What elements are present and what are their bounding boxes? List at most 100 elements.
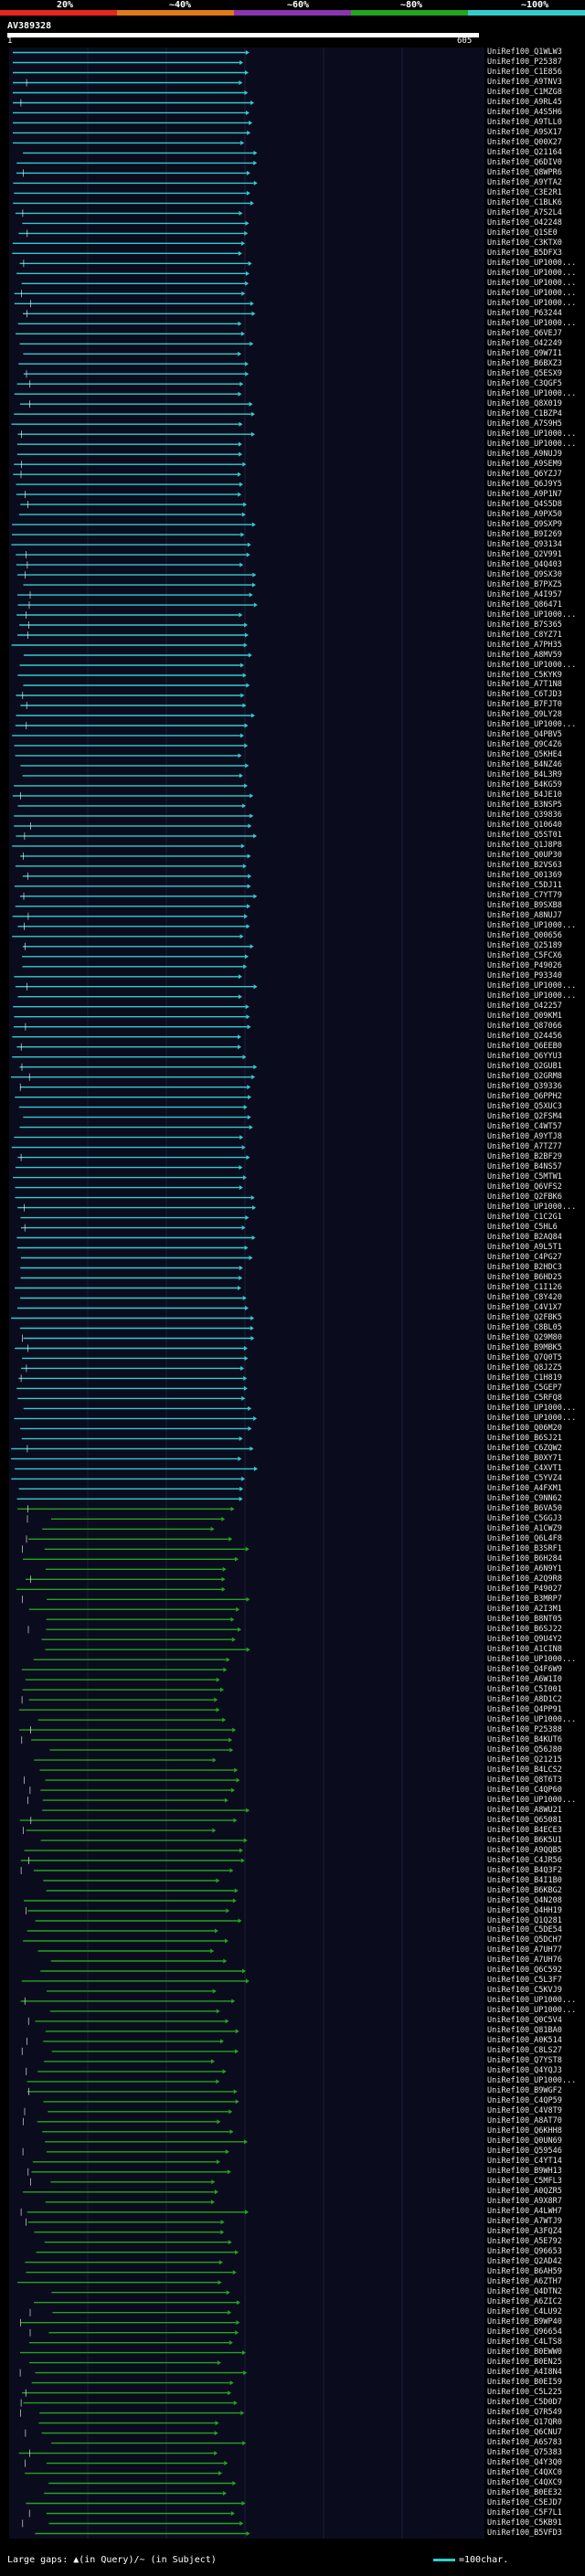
hit-label[interactable]: UniRef100_C5DE54 — [487, 1925, 562, 1935]
hit-label[interactable]: UniRef100_Q65081 — [487, 1815, 562, 1825]
hit-label[interactable]: UniRef100_Q6VEJ7 — [487, 328, 562, 338]
hit-label[interactable]: UniRef100_UP1000... — [487, 610, 577, 620]
hit-label[interactable]: UniRef100_B9WGF2 — [487, 2086, 562, 2096]
hit-label[interactable]: UniRef100_Q25189 — [487, 941, 562, 951]
hit-label[interactable]: UniRef100_Q7Q0T5 — [487, 1352, 562, 1362]
hit-label[interactable]: UniRef100_B7S365 — [487, 620, 562, 630]
hit-label[interactable]: UniRef100_B9I269 — [487, 529, 562, 539]
hit-label[interactable]: UniRef100_B2BF29 — [487, 1152, 562, 1162]
hit-label[interactable]: UniRef100_B4KUT6 — [487, 1734, 562, 1744]
hit-label[interactable]: UniRef100_B4KG59 — [487, 780, 562, 790]
hit-label[interactable]: UniRef100_Q6KHH8 — [487, 2126, 562, 2136]
hit-label[interactable]: UniRef100_O42248 — [487, 217, 562, 228]
hit-label[interactable]: UniRef100_A9X8R7 — [487, 2197, 562, 2207]
hit-label[interactable]: UniRef100_C3QGF5 — [487, 378, 562, 388]
hit-label[interactable]: UniRef100_A7PH35 — [487, 640, 562, 650]
hit-label[interactable]: UniRef100_UP1000... — [487, 2076, 577, 2086]
hit-label[interactable]: UniRef100_A6ZTH7 — [487, 2277, 562, 2287]
hit-label[interactable]: UniRef100_Q6J9Y5 — [487, 479, 562, 489]
hit-label[interactable]: UniRef100_Q0UN69 — [487, 2136, 562, 2147]
hit-label[interactable]: UniRef100_Q6DIV0 — [487, 157, 562, 167]
hit-label[interactable]: UniRef100_Q9LY28 — [487, 710, 562, 720]
hit-label[interactable]: UniRef100_Q6YZJ7 — [487, 469, 562, 479]
hit-label[interactable]: UniRef100_B9WH13 — [487, 2167, 562, 2177]
hit-label[interactable]: UniRef100_C4XVT1 — [487, 1463, 562, 1473]
hit-label[interactable]: UniRef100_UP1000... — [487, 1654, 577, 1664]
hit-label[interactable]: UniRef100_A4I957 — [487, 589, 562, 599]
hit-label[interactable]: UniRef100_C6ZQW2 — [487, 1443, 562, 1453]
hit-label[interactable]: UniRef100_C7YT79 — [487, 891, 562, 901]
hit-label[interactable]: UniRef100_A9RL45 — [487, 97, 562, 107]
hit-label[interactable]: UniRef100_UP1000... — [487, 288, 577, 298]
hit-label[interactable]: UniRef100_Q17QR0 — [487, 2418, 562, 2428]
hit-label[interactable]: UniRef100_Q75383 — [487, 2448, 562, 2458]
hit-label[interactable]: UniRef100_A2Q9R8 — [487, 1574, 562, 1584]
hit-label[interactable]: UniRef100_A7WTJ9 — [487, 2217, 562, 2227]
hit-label[interactable]: UniRef100_A9L5T1 — [487, 1243, 562, 1253]
hit-label[interactable]: UniRef100_C1MZG8 — [487, 87, 562, 97]
hit-label[interactable]: UniRef100_C5GGJ3 — [487, 1513, 562, 1523]
hit-label[interactable]: UniRef100_UP1000... — [487, 278, 577, 288]
hit-label[interactable]: UniRef100_A4I8N4 — [487, 2368, 562, 2378]
hit-label[interactable]: UniRef100_UP1000... — [487, 429, 577, 439]
hit-label[interactable]: UniRef100_A8AT70 — [487, 2116, 562, 2126]
hit-label[interactable]: UniRef100_UP1000... — [487, 388, 577, 398]
hit-label[interactable]: UniRef100_C4PG27 — [487, 1253, 562, 1263]
hit-label[interactable]: UniRef100_C5KVJ9 — [487, 1986, 562, 1996]
hit-label[interactable]: UniRef100_P25387 — [487, 57, 562, 67]
hit-label[interactable]: UniRef100_Q5KHE4 — [487, 750, 562, 760]
hit-label[interactable]: UniRef100_B2AQ84 — [487, 1233, 562, 1243]
hit-label[interactable]: UniRef100_C5YVZ4 — [487, 1473, 562, 1483]
hit-label[interactable]: UniRef100_Q4F6W9 — [487, 1664, 562, 1674]
hit-label[interactable]: UniRef100_UP1000... — [487, 1996, 577, 2006]
hit-label[interactable]: UniRef100_Q4Q403 — [487, 559, 562, 569]
hit-label[interactable]: UniRef100_B0EE32 — [487, 2488, 562, 2498]
hit-label[interactable]: UniRef100_Q5ST01 — [487, 831, 562, 841]
hit-label[interactable]: UniRef100_B0EI59 — [487, 2378, 562, 2388]
hit-label[interactable]: UniRef100_C4YT14 — [487, 2157, 562, 2167]
hit-label[interactable]: UniRef100_C5D0D7 — [487, 2398, 562, 2408]
hit-label[interactable]: UniRef100_C4WT57 — [487, 1122, 562, 1132]
hit-label[interactable]: UniRef100_B6SJ22 — [487, 1624, 562, 1634]
hit-label[interactable]: UniRef100_C5KYK9 — [487, 670, 562, 680]
hit-label[interactable]: UniRef100_C5L225 — [487, 2388, 562, 2398]
hit-label[interactable]: UniRef100_A4FXM1 — [487, 1483, 562, 1493]
hit-label[interactable]: UniRef100_A6ZIC2 — [487, 2297, 562, 2307]
hit-label[interactable]: UniRef100_Q39336 — [487, 1082, 562, 1092]
hit-label[interactable]: UniRef100_B6HD25 — [487, 1273, 562, 1283]
hit-label[interactable]: UniRef100_Q7R549 — [487, 2408, 562, 2418]
hit-label[interactable]: UniRef100_C1I126 — [487, 1283, 562, 1292]
hit-label[interactable]: UniRef100_Q96653 — [487, 2247, 562, 2257]
hit-label[interactable]: UniRef100_P93340 — [487, 971, 562, 981]
hit-label[interactable]: UniRef100_A4S5H6 — [487, 107, 562, 117]
hit-label[interactable]: UniRef100_B5DFX3 — [487, 248, 562, 258]
hit-label[interactable]: UniRef100_Q39836 — [487, 811, 562, 821]
hit-label[interactable]: UniRef100_C4JR56 — [487, 1855, 562, 1865]
hit-label[interactable]: UniRef100_B5VFD3 — [487, 2528, 562, 2538]
hit-label[interactable]: UniRef100_Q9SXP9 — [487, 519, 562, 529]
hit-label[interactable]: UniRef100_Q6PPH2 — [487, 1092, 562, 1102]
hit-label[interactable]: UniRef100_Q1WLW3 — [487, 48, 562, 57]
hit-label[interactable]: UniRef100_C1H819 — [487, 1373, 562, 1383]
hit-label[interactable]: UniRef100_B7PXZ5 — [487, 579, 562, 589]
hit-label[interactable]: UniRef100_Q4YQJ3 — [487, 2066, 562, 2076]
hit-label[interactable]: UniRef100_UP1000... — [487, 439, 577, 449]
hit-label[interactable]: UniRef100_UP1000... — [487, 720, 577, 730]
hit-label[interactable]: UniRef100_C1C2G1 — [487, 1213, 562, 1223]
hit-label[interactable]: UniRef100_C5FCX6 — [487, 951, 562, 961]
hit-label[interactable]: UniRef100_B3NSP5 — [487, 800, 562, 811]
hit-label[interactable]: UniRef100_A0K514 — [487, 2036, 562, 2046]
hit-label[interactable]: UniRef100_A9YTJ8 — [487, 1132, 562, 1142]
hit-label[interactable]: UniRef100_B0XY71 — [487, 1453, 562, 1463]
hit-label[interactable]: UniRef100_A9TNV3 — [487, 77, 562, 87]
hit-label[interactable]: UniRef100_C3KTX0 — [487, 238, 562, 248]
hit-label[interactable]: UniRef100_B2HDC3 — [487, 1263, 562, 1273]
hit-label[interactable]: UniRef100_B9SXB8 — [487, 901, 562, 911]
hit-label[interactable]: UniRef100_A9YTA2 — [487, 177, 562, 187]
hit-label[interactable]: UniRef100_C8LS27 — [487, 2046, 562, 2056]
hit-label[interactable]: UniRef100_B6VA50 — [487, 1503, 562, 1513]
hit-label[interactable]: UniRef100_A5E792 — [487, 2237, 562, 2247]
hit-label[interactable]: UniRef100_Q1Q281 — [487, 1915, 562, 1925]
hit-label[interactable]: UniRef100_C5MTW1 — [487, 1172, 562, 1182]
hit-label[interactable]: UniRef100_Q0C5V4 — [487, 2016, 562, 2026]
